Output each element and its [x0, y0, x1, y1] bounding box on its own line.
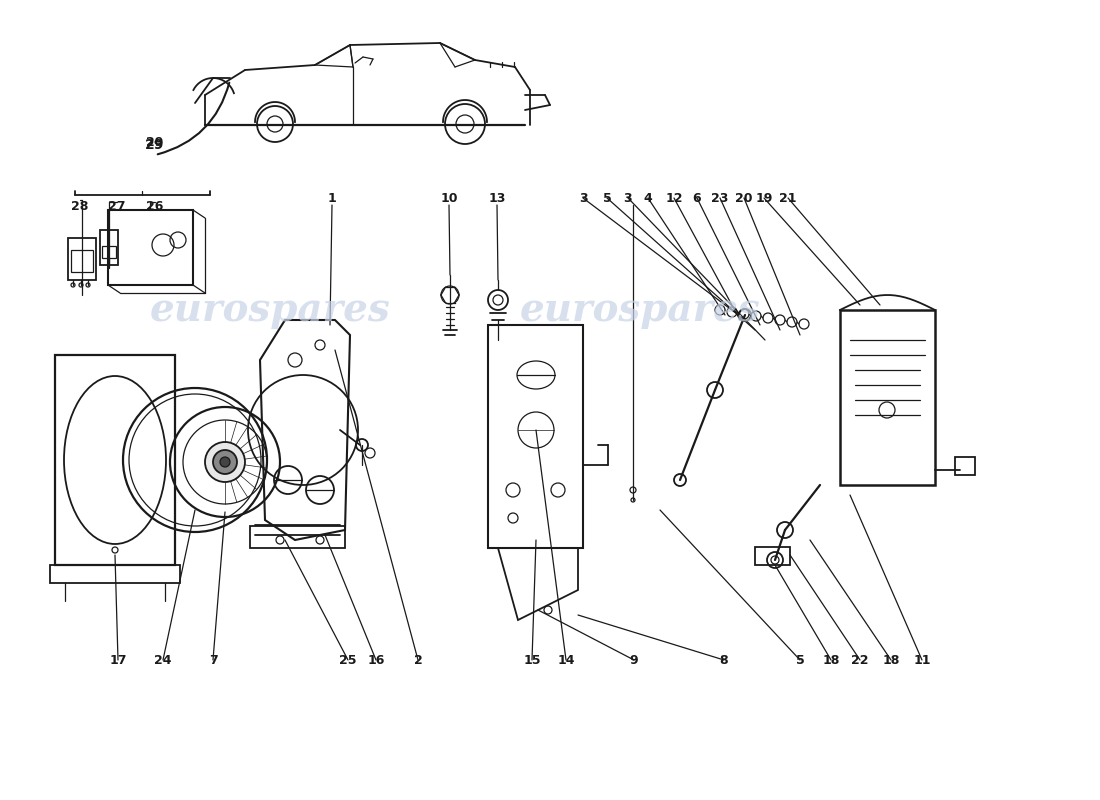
Text: 26: 26 [146, 201, 164, 214]
Text: 25: 25 [339, 654, 356, 666]
Text: 16: 16 [367, 654, 385, 666]
Bar [102, 246, 116, 258]
Text: 8: 8 [719, 654, 728, 666]
Text: 14: 14 [558, 654, 574, 666]
Bar [68, 238, 96, 280]
Text: 17: 17 [109, 654, 126, 666]
Bar [755, 547, 790, 565]
Text: 10: 10 [440, 191, 458, 205]
Text: 29: 29 [146, 137, 164, 150]
Text: 20: 20 [735, 191, 752, 205]
Bar [250, 526, 345, 548]
Text: 28: 28 [72, 201, 89, 214]
Circle shape [205, 442, 245, 482]
Text: 23: 23 [712, 191, 728, 205]
Bar [72, 250, 94, 272]
Text: 1: 1 [328, 191, 337, 205]
Text: 12: 12 [666, 191, 683, 205]
Text: 6: 6 [693, 191, 702, 205]
Text: 5: 5 [795, 654, 804, 666]
Circle shape [220, 457, 230, 467]
Text: eurospares: eurospares [519, 291, 760, 329]
Text: 18: 18 [823, 654, 839, 666]
Text: 11: 11 [913, 654, 931, 666]
Text: 21: 21 [779, 191, 796, 205]
Text: 27: 27 [108, 201, 125, 214]
Bar [100, 230, 118, 265]
Text: 3: 3 [624, 191, 632, 205]
Bar [108, 210, 192, 285]
Text: 3: 3 [579, 191, 587, 205]
Text: 4: 4 [644, 191, 652, 205]
Text: 15: 15 [524, 654, 541, 666]
Bar [55, 355, 175, 565]
Text: 29: 29 [145, 138, 165, 152]
Text: 19: 19 [756, 191, 772, 205]
Bar [50, 565, 180, 583]
Text: 2: 2 [414, 654, 422, 666]
Text: 9: 9 [629, 654, 638, 666]
Text: 24: 24 [154, 654, 172, 666]
Text: 18: 18 [882, 654, 900, 666]
Text: 22: 22 [851, 654, 869, 666]
Circle shape [213, 450, 236, 474]
Text: 13: 13 [488, 191, 506, 205]
Text: 7: 7 [209, 654, 218, 666]
Bar [955, 457, 975, 475]
Text: 5: 5 [603, 191, 612, 205]
Text: eurospares: eurospares [150, 291, 390, 329]
